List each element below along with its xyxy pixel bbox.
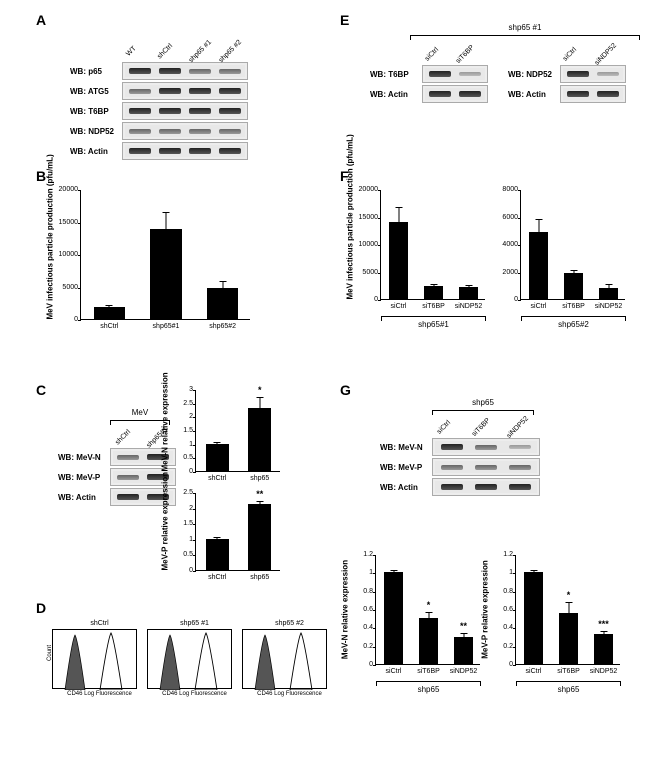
panel-g-chart-p: MeV-P relative expression00.20.40.60.811… [515, 555, 620, 665]
panel-g-label: G [340, 382, 351, 398]
panel-f-chart-1: MeV infectious particle production (pfu/… [380, 190, 485, 300]
panel-c-blot: MeVshCtrlshp65#1WB: MeV-NWB: MeV-PWB: Ac… [58, 410, 176, 508]
panel-g-blot: shp65siCtrlsiT6BPsiNDP52WB: MeV-NWB: MeV… [380, 400, 540, 498]
panel-c-label: C [36, 382, 46, 398]
panel-b-chart: MeV infectious particle production (pfu/… [80, 190, 250, 320]
panel-f-chart-2: 02000400060008000siCtrlsiT6BPsiNDP52shp6… [520, 190, 625, 300]
panel-d-label: D [36, 600, 46, 616]
panel-e-label: E [340, 12, 349, 28]
panel-c-chart-p: MeV-P relative expression00.511.522.5shC… [195, 493, 280, 571]
panel-g-chart-n: MeV-N relative expression00.20.40.60.811… [375, 555, 480, 665]
panel-a-label: A [36, 12, 46, 28]
panel-c-chart-n: MeV-N relative expression00.511.522.53sh… [195, 390, 280, 472]
panel-e-blot: shp65 #1siCtrlsiT6BPWB: T6BPWB: ActinsiC… [370, 25, 626, 105]
panel-a-blot: WTshCtrlshp65 #1shp65 #2WB: p65WB: ATG5W… [70, 38, 248, 162]
